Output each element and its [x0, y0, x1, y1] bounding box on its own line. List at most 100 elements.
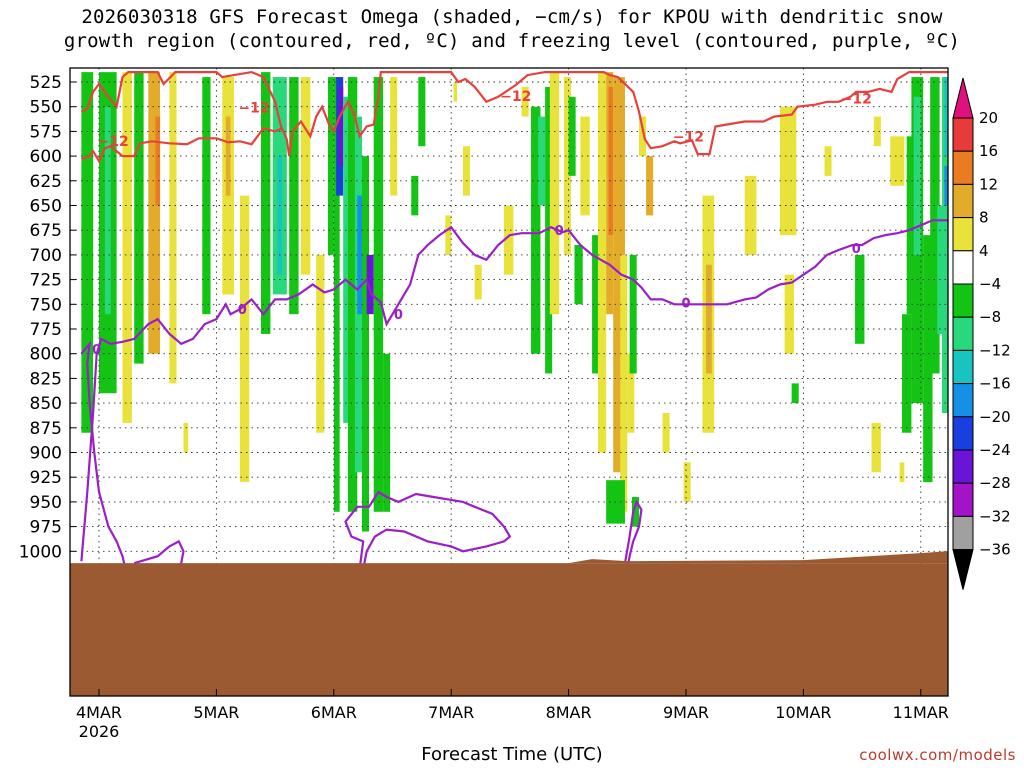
omega-shade-cell: [343, 96, 350, 423]
x-axis-label: Forecast Time (UTC): [421, 744, 603, 765]
y-tick-label: 1000: [19, 542, 62, 562]
dgz-contour-label: −12: [500, 89, 531, 105]
omega-shade-cell: [937, 205, 945, 334]
dgz-contour-line: [80, 70, 948, 157]
x-tick-label: 9MAR: [663, 703, 709, 722]
omega-shade-cell: [277, 156, 283, 275]
colorbar-swatch: [952, 250, 974, 285]
freezing-level-line-lower: [344, 490, 512, 570]
y-tick-label: 700: [30, 246, 62, 266]
omega-shade-cell: [316, 254, 325, 433]
omega-shade-cell: [474, 264, 482, 300]
y-tick-label: 575: [30, 122, 62, 142]
colorbar-label: 20: [979, 109, 998, 127]
omega-shade-cell: [646, 156, 654, 216]
omega-shade-cell: [620, 254, 628, 512]
omega-shade-cell: [338, 86, 344, 166]
freezing-level-label: 0: [681, 296, 690, 311]
colorbar-arrow-top: [952, 77, 974, 119]
omega-shade-cell: [327, 77, 334, 255]
omega-shade-cell: [134, 72, 144, 364]
colorbar-label: 8: [979, 209, 989, 227]
omega-shade-cell: [462, 146, 470, 196]
colorbar-swatch: [952, 449, 974, 484]
omega-shade-cell: [592, 235, 602, 374]
y-tick-label: 900: [30, 444, 62, 464]
omega-shade-cell: [941, 77, 948, 413]
x-tick-label: 11MAR: [893, 703, 949, 722]
colorbar-swatch: [952, 283, 974, 318]
omega-shade-cell: [225, 116, 231, 196]
omega-shade-cell: [744, 175, 757, 255]
colorbar-arrow-bottom: [952, 549, 974, 590]
plot-frame: [69, 67, 949, 697]
colorbar-swatch: [952, 316, 974, 351]
omega-shade-cell: [531, 106, 541, 354]
dgz-contour-label: −12: [673, 129, 704, 145]
freezing-level-label: 0: [852, 242, 861, 257]
colorbar-swatch: [952, 383, 974, 418]
omega-shade-cell: [597, 72, 607, 453]
colorbar-label: −28: [979, 474, 1011, 492]
omega-shade-cell: [148, 72, 161, 354]
y-tick-label: 875: [30, 419, 62, 439]
terrain-rise: [568, 551, 948, 564]
omega-shade-cell: [902, 314, 912, 433]
omega-shade-cell: [418, 77, 426, 147]
omega-shade-cell: [608, 86, 614, 236]
omega-shade-cell: [629, 254, 637, 374]
omega-shade-cell: [411, 175, 419, 216]
dgz-contour-label: −12: [238, 101, 269, 117]
y-tick-label: 625: [30, 172, 62, 192]
omega-shade-cell: [944, 165, 948, 206]
omega-shade-cell: [930, 77, 940, 374]
omega-shade-cell: [631, 496, 640, 527]
colorbar: 20 16 12 8 4 −4 −8 −12 −16 −20 −24 −28 −32 −36: [952, 77, 1011, 590]
y-tick-label: 675: [30, 221, 62, 241]
colorbar-label: −12: [979, 341, 1011, 359]
omega-shade-cell: [383, 353, 391, 512]
colorbar-label: 4: [979, 242, 989, 260]
dgz-contour-label: −12: [841, 92, 872, 108]
colorbar-swatch: [952, 416, 974, 451]
colorbar-swatch: [952, 183, 974, 219]
omega-shade-cell: [366, 254, 374, 315]
y-tick-label: 750: [30, 295, 62, 315]
omega-shade-cell: [81, 72, 94, 433]
colorbar-label: −16: [979, 375, 1011, 393]
colorbar-label: −8: [979, 308, 1001, 326]
colorbar-label: −4: [979, 275, 1001, 293]
omega-shade-cell: [871, 422, 881, 473]
y-tick-label: 825: [30, 369, 62, 389]
omega-shade-cell: [453, 82, 458, 102]
omega-shade-cell: [683, 462, 691, 502]
x-tick-label: 7MAR: [428, 703, 474, 722]
omega-shade-cell: [923, 235, 933, 483]
y-tick-label: 775: [30, 320, 62, 340]
x-tick-label: 10MAR: [775, 703, 831, 722]
y-tick-label: 975: [30, 518, 62, 538]
grid-lines: [70, 68, 948, 696]
y-tick-label: 950: [30, 493, 62, 513]
y-tick-label: 600: [30, 147, 62, 167]
omega-shade-cell: [239, 195, 250, 483]
omega-shade-cell: [627, 353, 635, 433]
omega-shade-cell: [563, 77, 571, 255]
omega-shade-cell: [574, 245, 583, 305]
terrain-fill: [70, 563, 948, 696]
omega-shade-cell: [261, 72, 271, 334]
omega-shade-cell: [357, 195, 362, 315]
colorbar-label: −36: [979, 541, 1011, 559]
omega-shade-cell: [705, 264, 712, 374]
omega-shade-cell: [155, 116, 161, 206]
omega-shade-cell: [944, 77, 948, 157]
y-tick-label: 550: [30, 98, 62, 118]
omega-shade-cell: [784, 274, 795, 354]
freezing-level-line-lower: [623, 499, 643, 570]
omega-shade-cell: [779, 106, 797, 236]
omega-shade-cell: [855, 254, 865, 344]
y-tick-label: 925: [30, 468, 62, 488]
omega-shade-cell: [347, 77, 358, 512]
omega-shade-cell: [873, 116, 881, 147]
